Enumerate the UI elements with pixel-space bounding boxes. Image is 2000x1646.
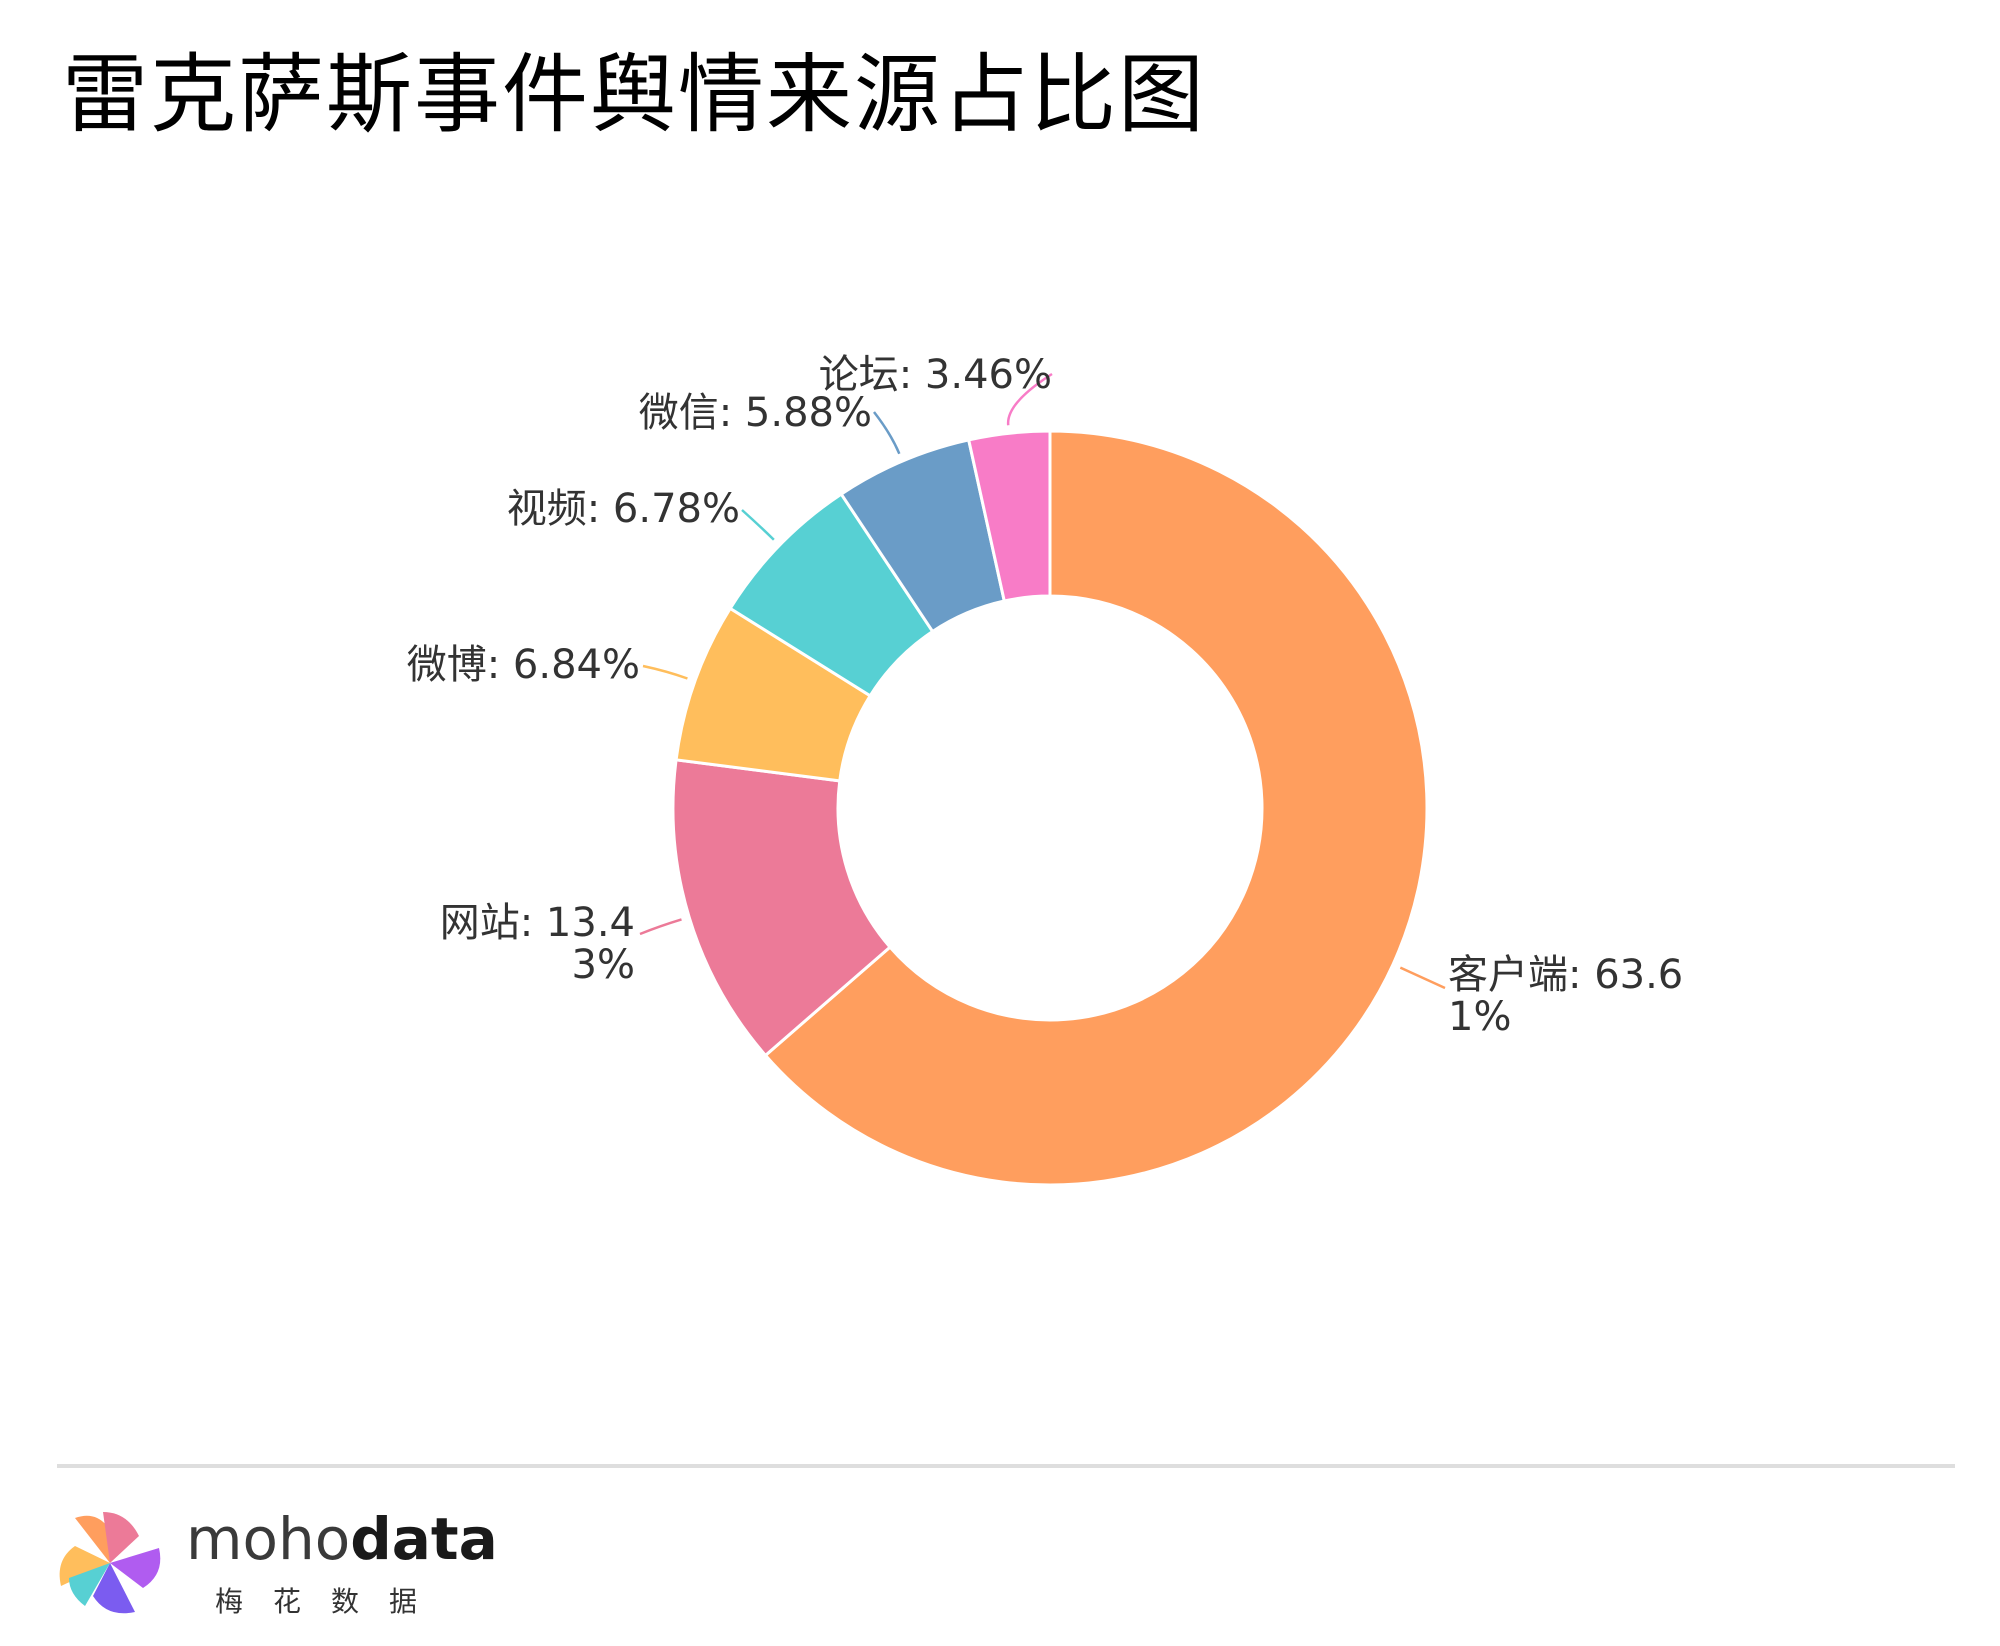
leader-line-5 bbox=[1006, 372, 1053, 426]
slice-label-4: 微信: 5.88% bbox=[639, 390, 872, 436]
chart-title: 雷克萨斯事件舆情来源占比图 bbox=[62, 45, 1206, 145]
slice-1 bbox=[671, 758, 893, 1058]
slice-label-5: 论坛: 3.46% bbox=[819, 352, 1052, 398]
donut-chart: 客户端: 63.6 1% 网站: 13.4 3% 微博: 6.84% 视频: 6.78% 微… bbox=[407, 352, 1683, 1187]
slice-label-1: 网站: 13.4 3% bbox=[440, 900, 635, 988]
slice-label-0: 客户端: 63.6 1% bbox=[1448, 952, 1683, 1040]
pinwheel-logo-icon bbox=[59, 1512, 161, 1614]
brand-part1: moho bbox=[186, 1505, 351, 1573]
leader-line-4 bbox=[873, 411, 901, 455]
footer-divider bbox=[57, 1464, 1955, 1468]
leader-line-1 bbox=[639, 918, 682, 936]
slice-label-2: 微博: 6.84% bbox=[407, 642, 640, 688]
brand-wordmark: mohodata bbox=[186, 1505, 498, 1573]
leader-line-3 bbox=[741, 509, 775, 541]
leader-line-2 bbox=[642, 664, 688, 680]
slice-0 bbox=[763, 429, 1429, 1187]
slice-5 bbox=[966, 429, 1052, 603]
slice-label-3: 视频: 6.78% bbox=[507, 486, 740, 532]
brand-subtitle: 梅花数据 bbox=[215, 1585, 448, 1618]
brand-part2: data bbox=[350, 1505, 498, 1573]
leader-line-0 bbox=[1399, 966, 1446, 990]
